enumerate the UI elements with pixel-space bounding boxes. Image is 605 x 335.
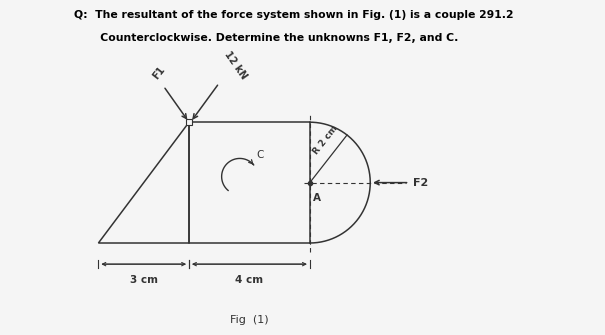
Text: 12 kN: 12 kN: [223, 50, 249, 81]
Text: Counterclockwise. Determine the unknowns F1, F2, and C.: Counterclockwise. Determine the unknowns…: [74, 33, 459, 43]
Text: R 2 cm: R 2 cm: [312, 123, 339, 156]
Text: A: A: [313, 193, 321, 203]
Text: C: C: [257, 150, 264, 160]
Polygon shape: [186, 120, 192, 125]
Text: F2: F2: [413, 178, 428, 188]
Text: 4 cm: 4 cm: [235, 275, 264, 285]
Text: 3 cm: 3 cm: [129, 275, 158, 285]
Text: Fig  (1): Fig (1): [230, 315, 269, 325]
Text: Q:  The resultant of the force system shown in Fig. (1) is a couple 291.2: Q: The resultant of the force system sho…: [74, 10, 514, 20]
Text: F1: F1: [151, 65, 167, 81]
